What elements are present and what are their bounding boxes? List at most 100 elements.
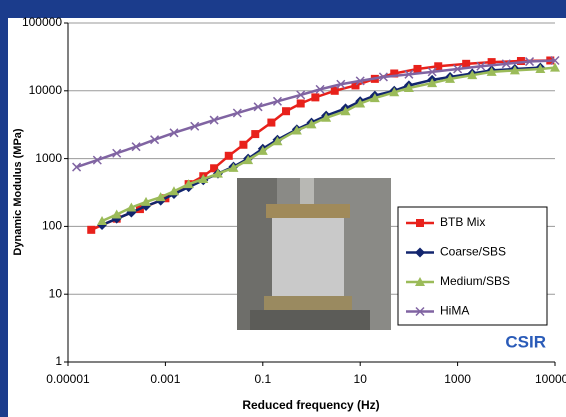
marker: [403, 82, 414, 92]
marker: [272, 136, 283, 146]
y-tick-label: 1000: [35, 151, 62, 165]
marker: [267, 118, 276, 127]
marker: [251, 130, 260, 139]
legend-label: Coarse/SBS: [440, 245, 506, 259]
marker: [487, 58, 496, 67]
marker: [416, 219, 424, 227]
marker: [516, 57, 525, 66]
marker: [272, 96, 282, 106]
legend-label: Medium/SBS: [440, 274, 510, 288]
series-layer: [72, 55, 560, 234]
photo-platen: [266, 204, 350, 218]
marker: [453, 64, 463, 74]
y-tick-label: 100: [42, 219, 62, 233]
marker: [336, 79, 346, 89]
marker: [131, 142, 141, 152]
x-tick-label: 0.001: [150, 372, 180, 386]
y-tick-label: 10000: [29, 83, 63, 97]
marker: [155, 192, 166, 202]
marker: [351, 81, 360, 90]
marker: [434, 62, 443, 71]
marker: [296, 90, 306, 100]
marker: [427, 67, 437, 77]
y-tick-label: 1: [55, 354, 62, 368]
y-tick-label: 10: [49, 286, 63, 300]
photo-rod: [300, 178, 314, 208]
x-tick-label: 100000: [535, 372, 566, 386]
marker: [525, 57, 535, 67]
marker: [190, 121, 200, 131]
photo-specimen: [272, 218, 344, 296]
marker: [415, 247, 425, 258]
marker: [462, 59, 471, 68]
marker: [111, 209, 122, 219]
marker: [282, 107, 291, 116]
x-tick-label: 0.00001: [46, 372, 90, 386]
marker: [183, 179, 194, 189]
specimen-photo: [237, 178, 391, 330]
x-tick-label: 0.1: [254, 372, 271, 386]
marker: [445, 73, 456, 83]
marker: [355, 76, 365, 86]
marker: [253, 102, 263, 112]
marker: [415, 277, 425, 286]
marker: [212, 168, 223, 178]
legend: BTB Mix Coarse/SBS Medium/SBS HiMA: [397, 206, 548, 326]
marker: [427, 78, 438, 88]
marker: [126, 202, 137, 212]
marker: [141, 196, 152, 206]
marker: [306, 119, 317, 129]
marker: [369, 93, 380, 103]
marker: [486, 66, 497, 76]
legend-label: BTB Mix: [440, 215, 485, 229]
marker: [404, 69, 414, 79]
marker: [467, 70, 478, 80]
marker: [389, 87, 400, 97]
marker: [509, 65, 520, 75]
marker: [340, 106, 351, 116]
marker: [239, 140, 248, 149]
marker: [501, 59, 511, 69]
marker: [413, 64, 422, 73]
marker: [92, 155, 102, 165]
marker: [355, 98, 366, 108]
marker: [550, 62, 560, 72]
marker: [415, 306, 425, 317]
legend-label: HiMA: [440, 304, 469, 318]
marker: [291, 125, 302, 135]
series-line: [101, 66, 556, 223]
marker: [535, 63, 546, 73]
marker: [97, 216, 108, 226]
marker: [198, 174, 209, 184]
marker: [112, 148, 122, 158]
marker: [228, 162, 239, 172]
marker: [378, 72, 388, 82]
x-tick-label: 1000: [444, 372, 471, 386]
marker: [390, 69, 399, 78]
annotation: CSIR: [505, 332, 546, 351]
marker: [243, 155, 254, 165]
x-tick-label: 10: [354, 372, 368, 386]
marker: [72, 162, 82, 172]
marker: [168, 186, 179, 196]
marker: [210, 164, 219, 173]
marker: [87, 225, 96, 234]
y-axis-title: Dynamic Modulus (MPa): [12, 128, 24, 255]
marker: [550, 55, 560, 66]
marker: [224, 151, 233, 160]
marker: [209, 115, 219, 125]
marker: [169, 128, 179, 138]
marker: [330, 86, 339, 95]
marker: [150, 135, 160, 145]
x-axis-title: Reduced frequency (Hz): [242, 398, 379, 412]
y-tick-label: 100000: [22, 15, 62, 29]
photo-platen: [264, 296, 352, 310]
marker: [311, 93, 320, 102]
marker: [257, 145, 268, 155]
marker: [476, 61, 486, 71]
axes-layer: 1 10 100 1000 10000 100000 0.00001 0.001 0.1 10 10…: [22, 15, 566, 386]
marker: [232, 108, 242, 118]
marker: [321, 112, 332, 122]
